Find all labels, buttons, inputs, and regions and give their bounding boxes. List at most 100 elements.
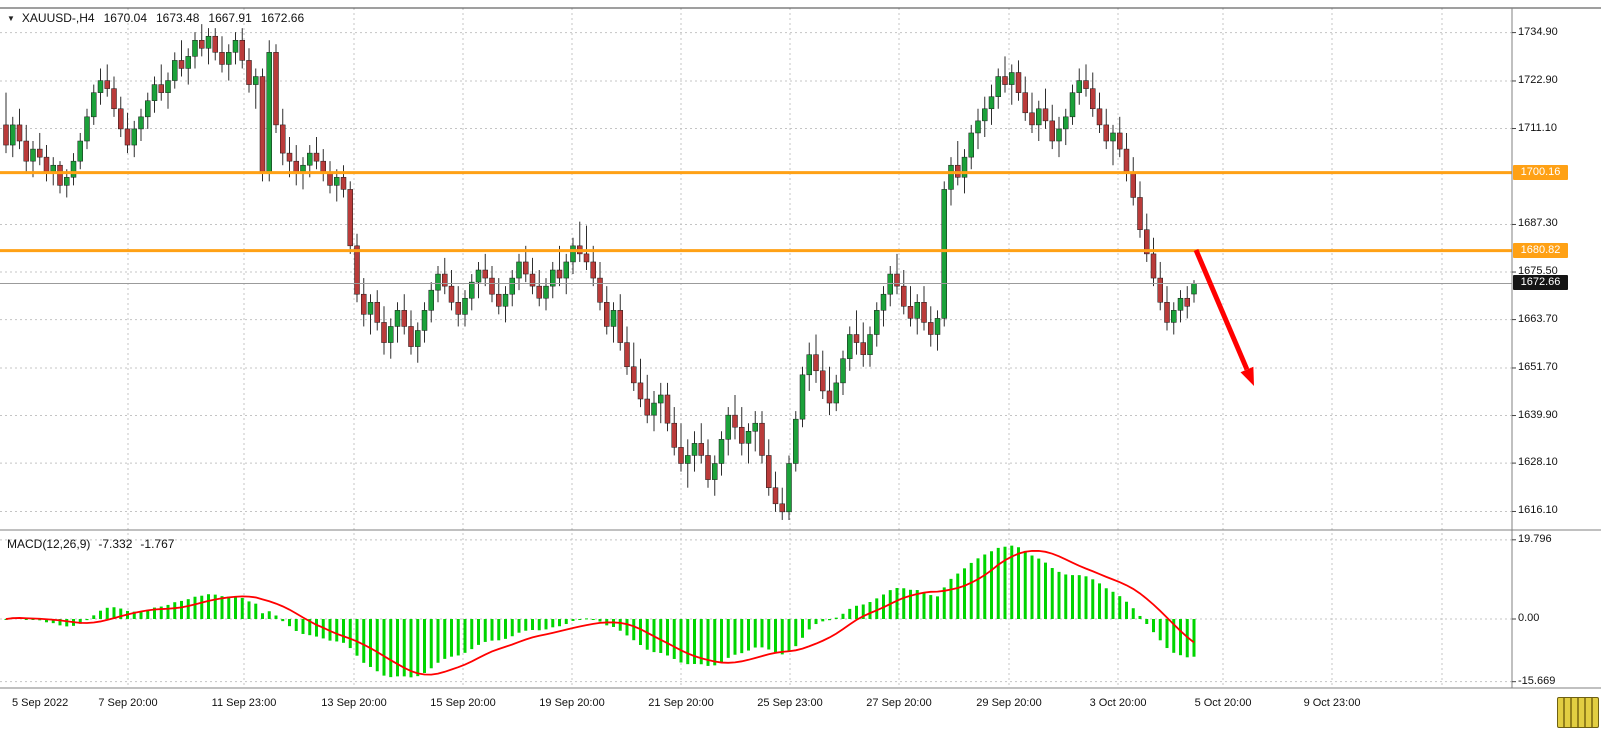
macd-histogram-bar — [963, 568, 966, 619]
macd-histogram-bar — [510, 619, 514, 637]
macd-histogram-bar — [861, 604, 865, 619]
macd-histogram-bar — [983, 554, 987, 619]
macd-histogram-bar — [1017, 547, 1020, 619]
candle-body-up — [70, 160, 77, 178]
macd-histogram-bar — [618, 619, 622, 631]
candle-body-up — [469, 281, 475, 299]
macd-histogram-bar — [31, 619, 35, 620]
macd-histogram-bar — [936, 596, 939, 619]
candle-body-up — [712, 463, 718, 480]
macd-histogram-bar — [666, 619, 669, 656]
macd-histogram-bar — [247, 601, 251, 619]
macd-histogram-bar — [180, 600, 183, 619]
macd-histogram-bar — [315, 619, 318, 637]
macd-histogram-bar — [497, 619, 501, 641]
candle-body-up — [867, 334, 873, 355]
macd-histogram-bar — [362, 619, 366, 663]
candle-body-down — [921, 302, 927, 323]
macd-histogram-bar — [990, 551, 993, 619]
candle-body-down — [1137, 197, 1143, 230]
macd-histogram-bar — [321, 619, 325, 639]
candle-body-up — [887, 273, 893, 295]
candle-body-up — [1056, 128, 1062, 142]
symbol-dropdown-icon[interactable]: ▼ — [7, 13, 15, 23]
macd-histogram-bar — [159, 606, 163, 619]
macd-histogram-bar — [483, 619, 487, 642]
macd-histogram-bar — [564, 619, 568, 625]
candle-body-up — [550, 269, 556, 287]
macd-histogram-bar — [85, 619, 89, 621]
macd-histogram-bar — [753, 619, 757, 648]
macd-histogram-bar — [821, 619, 825, 622]
candle-body-down — [273, 52, 279, 126]
candle-body-down — [826, 390, 833, 404]
macd-histogram-bar — [200, 595, 204, 619]
candle-body-up — [847, 334, 853, 359]
macd-histogram-bar — [632, 619, 636, 641]
macd-histogram-bar — [1192, 619, 1196, 657]
candle-body-up — [975, 120, 981, 134]
macd-histogram-bar — [531, 619, 534, 631]
macd-histogram-bar — [679, 619, 683, 663]
macd-histogram-bar — [875, 598, 879, 619]
candle-body-down — [624, 342, 630, 368]
macd-histogram-bar — [186, 599, 190, 619]
macd-main-value: -7.332 — [98, 537, 133, 551]
candle-body-up — [97, 80, 104, 93]
macd-histogram-bar — [598, 619, 602, 622]
candle-body-down — [860, 342, 866, 355]
macd-histogram-bar — [261, 613, 264, 619]
candle-body-down — [853, 334, 860, 343]
macd-histogram-bar — [213, 594, 217, 619]
candle-body-up — [1069, 92, 1076, 118]
macd-histogram-bar — [450, 619, 453, 657]
macd-histogram-bar — [1118, 596, 1122, 619]
candle-body-down — [1184, 297, 1190, 307]
candle-body-down — [597, 277, 603, 303]
macd-histogram-bar — [672, 619, 676, 659]
candle-body-up — [718, 439, 725, 464]
macd-histogram-bar — [1003, 546, 1007, 619]
candle-body-up — [934, 318, 941, 335]
macd-histogram-bar — [922, 592, 926, 619]
macd-histogram-bar — [585, 618, 588, 620]
macd-histogram-bar — [1071, 575, 1074, 619]
candle-body-up — [793, 418, 799, 464]
macd-histogram-bar — [976, 558, 980, 619]
candle-body-up — [941, 189, 947, 319]
candle-body-down — [590, 261, 596, 279]
candle-body-up — [1076, 80, 1082, 93]
candle-body-down — [212, 35, 218, 53]
macd-histogram-bar — [706, 619, 710, 666]
candle-body-up — [205, 35, 212, 49]
candle-body-up — [799, 374, 806, 420]
candle-body-down — [239, 39, 245, 61]
candle-body-up — [880, 293, 887, 311]
macd-histogram-bar — [1010, 545, 1014, 619]
candle-body-down — [219, 52, 225, 65]
candle-body-down — [617, 310, 623, 343]
macd-histogram-bar — [841, 613, 845, 619]
macd-histogram-bar — [112, 607, 116, 619]
corner-widget[interactable] — [1557, 697, 1599, 728]
macd-histogram-bar — [382, 619, 386, 676]
candle-body-up — [394, 310, 401, 327]
candle-body-down — [442, 273, 448, 287]
macd-histogram-bar — [119, 608, 123, 619]
macd-histogram-bar — [1104, 588, 1108, 619]
candle-body-up — [502, 293, 509, 307]
macd-histogram-bar — [571, 619, 575, 621]
macd-histogram-bar — [1158, 619, 1162, 641]
ohlc-high-value: 1673.48 — [156, 11, 200, 25]
candle-body-up — [435, 273, 441, 291]
candle-body-down — [354, 245, 360, 295]
macd-histogram-bar — [1077, 575, 1081, 619]
macd-histogram-bar — [308, 619, 312, 636]
macd-histogram-bar — [24, 619, 28, 620]
macd-histogram-bar — [1030, 555, 1034, 619]
candle-body-down — [779, 503, 785, 513]
candle-body-down — [523, 261, 529, 275]
candle-body-down — [732, 414, 738, 428]
